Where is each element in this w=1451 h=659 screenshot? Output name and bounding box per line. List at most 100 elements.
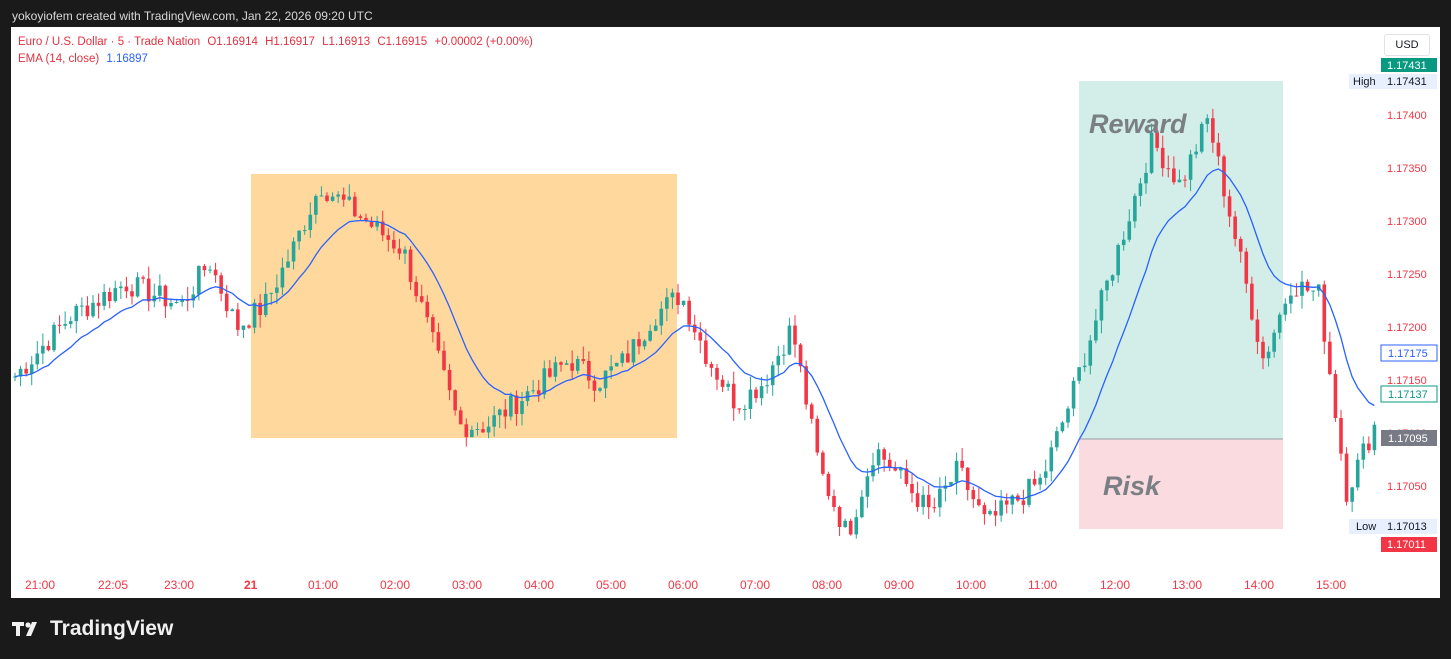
candle-body: [475, 429, 480, 431]
candle-body: [180, 299, 184, 303]
candle-body: [809, 404, 814, 419]
candle-body: [570, 363, 574, 371]
candle-body: [564, 363, 569, 365]
candle-body: [1149, 132, 1154, 173]
tradingview-logo[interactable]: TradingView: [12, 617, 173, 641]
candle-body: [692, 324, 697, 333]
candle-body: [369, 220, 374, 227]
reward-zone: [1079, 81, 1283, 439]
time-tick: 07:00: [740, 578, 770, 592]
chart-panel[interactable]: Euro / U.S. Dollar · 5 · Trade Nation O1…: [11, 27, 1440, 598]
ema-legend[interactable]: EMA (14, close) 1.16897: [18, 53, 152, 65]
candle-body: [1289, 295, 1293, 304]
candle-body: [386, 235, 391, 240]
candle-body: [949, 481, 953, 486]
ohlc-high: H1.16917: [265, 36, 315, 48]
candle-body: [18, 368, 23, 377]
candle-body: [1355, 459, 1360, 488]
candle-body: [213, 269, 218, 276]
candle-body: [681, 300, 686, 305]
candle-body: [837, 507, 842, 528]
candle-body: [297, 230, 301, 242]
candle-body: [754, 389, 758, 399]
candle-body: [302, 230, 307, 232]
candle-body: [1238, 238, 1243, 252]
candle-body: [1367, 443, 1371, 451]
candle-body: [815, 418, 820, 453]
time-tick: 15:00: [1316, 578, 1346, 592]
candle-body: [364, 217, 368, 221]
candle-body: [1094, 320, 1098, 341]
candle-body: [453, 390, 457, 411]
price-tick: 1.17200: [1387, 322, 1427, 334]
candle-body: [492, 415, 496, 427]
candle-body: [41, 345, 45, 354]
candle-body: [1344, 453, 1349, 502]
candle-body: [704, 340, 708, 364]
currency-button[interactable]: USD: [1384, 34, 1430, 56]
candle-body: [1049, 447, 1054, 472]
candle-body: [1277, 314, 1282, 333]
candle-body: [575, 359, 580, 371]
candle-body: [291, 241, 296, 262]
candle-body: [598, 388, 602, 391]
high-label-box: [1349, 74, 1383, 89]
ohlc-low: L1.16913: [322, 36, 371, 48]
gray-price-tag-text: 1.17095: [1388, 433, 1428, 445]
last-price-tag: [1380, 385, 1438, 403]
price-axis[interactable]: 1.17400 1.17350 1.17300 1.17250 1.17200 …: [1349, 58, 1438, 552]
candle-body: [1010, 495, 1015, 505]
price-tag-bottom: [1381, 537, 1437, 552]
candle-body: [275, 287, 279, 293]
candle-body: [999, 500, 1003, 516]
candle-body: [280, 267, 285, 288]
candle-body: [408, 249, 413, 282]
candle-body: [442, 350, 446, 370]
candle-body: [57, 324, 62, 326]
candle-body: [1088, 340, 1093, 366]
candle-body: [68, 321, 73, 325]
candle-body: [1004, 500, 1009, 505]
time-tick: 14:00: [1244, 578, 1274, 592]
candle-body: [119, 286, 123, 289]
candle-body: [1121, 239, 1126, 246]
time-tick: 06:00: [668, 578, 698, 592]
ema-value: 1.16897: [106, 53, 148, 65]
time-tick: 12:00: [1100, 578, 1130, 592]
candle-body: [670, 292, 675, 298]
candle-body: [1138, 183, 1143, 196]
candle-body: [146, 278, 151, 302]
candle-body: [1294, 295, 1299, 297]
candle-body: [1339, 418, 1343, 454]
candle-body: [876, 449, 881, 466]
candle-body: [1160, 147, 1165, 169]
candle-body: [954, 460, 959, 482]
candle-body: [74, 305, 79, 322]
candle-body: [1077, 367, 1081, 381]
candle-body: [80, 305, 84, 307]
ohlc-close: C1.16915: [377, 36, 428, 48]
candle-body: [96, 302, 101, 306]
time-axis[interactable]: 21:00 22:05 23:00 21 01:00 02:00 03:00 0…: [25, 578, 1346, 592]
candle-body: [720, 379, 725, 387]
candle-body: [1216, 142, 1221, 157]
candle-body: [1027, 478, 1031, 505]
time-tick: 22:05: [98, 578, 128, 592]
symbol-name[interactable]: Euro / U.S. Dollar · 5 · Trade Nation: [18, 36, 201, 48]
candle-body: [559, 362, 563, 365]
candle-body: [1372, 424, 1377, 451]
candle-body: [1032, 478, 1037, 485]
candle-body: [798, 344, 803, 367]
candle-body: [1333, 374, 1338, 419]
candle-body: [1043, 471, 1048, 478]
reward-label: Reward: [1089, 109, 1187, 139]
candle-body: [1177, 179, 1182, 183]
candle-body: [787, 325, 792, 355]
time-tick: 21:00: [25, 578, 55, 592]
candle-body: [1322, 284, 1327, 342]
candle-body: [13, 376, 17, 378]
candle-body: [848, 520, 853, 535]
candle-body: [447, 369, 452, 391]
candlestick-chart[interactable]: Reward Risk 1.17400 1.17350 1.17300 1.17…: [11, 27, 1440, 598]
candle-body: [531, 390, 535, 392]
